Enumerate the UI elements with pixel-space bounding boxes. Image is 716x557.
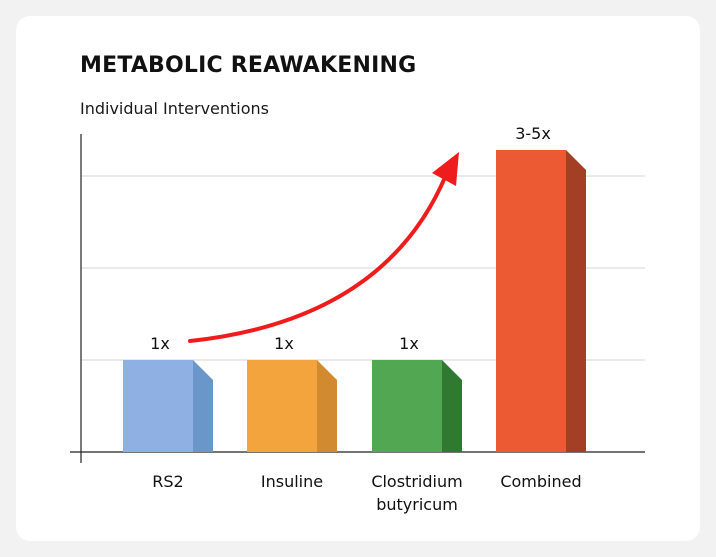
data-label-rs2: 1x xyxy=(150,334,170,353)
bar-insuline xyxy=(247,360,317,452)
data-label-insuline: 1x xyxy=(274,334,294,353)
bar-clostridium-butyricum xyxy=(372,360,442,452)
bar-combined xyxy=(496,150,566,452)
trend-arrow-head xyxy=(432,152,459,186)
x-tick-label-rs2: RS2 xyxy=(152,472,183,491)
bar-side-combined xyxy=(566,150,586,452)
chart-title: METABOLIC REAWAKENING xyxy=(80,53,417,78)
x-tick-label-clostridium-butyricum-line2: butyricum xyxy=(376,495,458,514)
data-label-clostridium-butyricum: 1x xyxy=(399,334,419,353)
bar-side-rs2 xyxy=(193,360,213,452)
x-tick-label-combined: Combined xyxy=(500,472,581,491)
chart-subtitle: Individual Interventions xyxy=(80,99,269,118)
trend-arrow-shaft xyxy=(188,173,448,343)
x-tick-label-clostridium-butyricum-line1: Clostridium xyxy=(371,472,462,491)
bar-rs2 xyxy=(123,360,193,452)
data-label-combined: 3-5x xyxy=(515,124,551,143)
bar-side-insuline xyxy=(317,360,337,452)
x-tick-label-insuline: Insuline xyxy=(261,472,323,491)
bar-side-clostridium-butyricum xyxy=(442,360,462,452)
